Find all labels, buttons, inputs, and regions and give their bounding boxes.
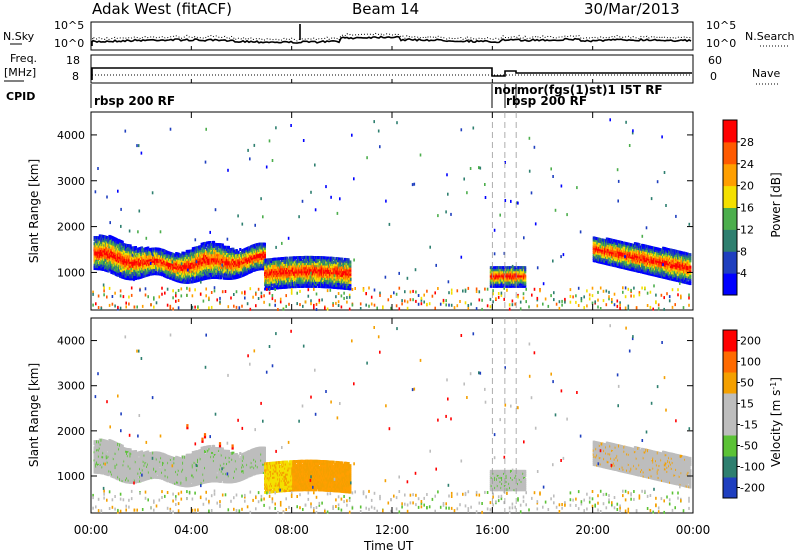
cpid-text-3: rbsp 200 RF	[506, 94, 587, 108]
nave-tick-bottom: 0	[710, 70, 717, 83]
left-scale-top: 10^5	[54, 19, 84, 32]
right-scale-top: 10^5	[706, 19, 736, 32]
right-scale-bottom: 10^0	[706, 37, 736, 50]
freq-trace	[92, 68, 692, 80]
left-scale-bottom: 10^0	[54, 37, 84, 50]
rti-figure: Adak West (fitACF) Beam 14 30/Mar/2013 N…	[0, 0, 800, 554]
summary-noise-panel: N.Sky 10^5 10^0 10^5 10^0 N.Search	[3, 19, 795, 50]
nsky-trace	[92, 24, 691, 46]
nave-tick-top: 60	[708, 54, 722, 67]
power-cell	[264, 243, 266, 246]
freq-label: Freq.	[10, 52, 37, 65]
nave-label: Nave	[752, 67, 780, 80]
cpid-text-1: rbsp 200 RF	[94, 94, 175, 108]
nsearch-label: N.Search	[745, 30, 795, 43]
cpid-row: CPID rbsp 200 RF normor(fgs(1)st)1 I5T R…	[6, 83, 663, 108]
date-title: 30/Mar/2013	[584, 0, 680, 18]
freq-tick-bottom: 8	[72, 70, 79, 83]
freq-tick-top: 18	[66, 54, 80, 67]
cpid-label: CPID	[6, 90, 35, 103]
station-title: Adak West (fitACF)	[92, 0, 232, 18]
beam-title: Beam 14	[352, 0, 419, 18]
power-cell	[238, 251, 240, 254]
freq-units-label: [MHz]	[4, 66, 36, 79]
nsky-label: N.Sky	[3, 30, 35, 43]
